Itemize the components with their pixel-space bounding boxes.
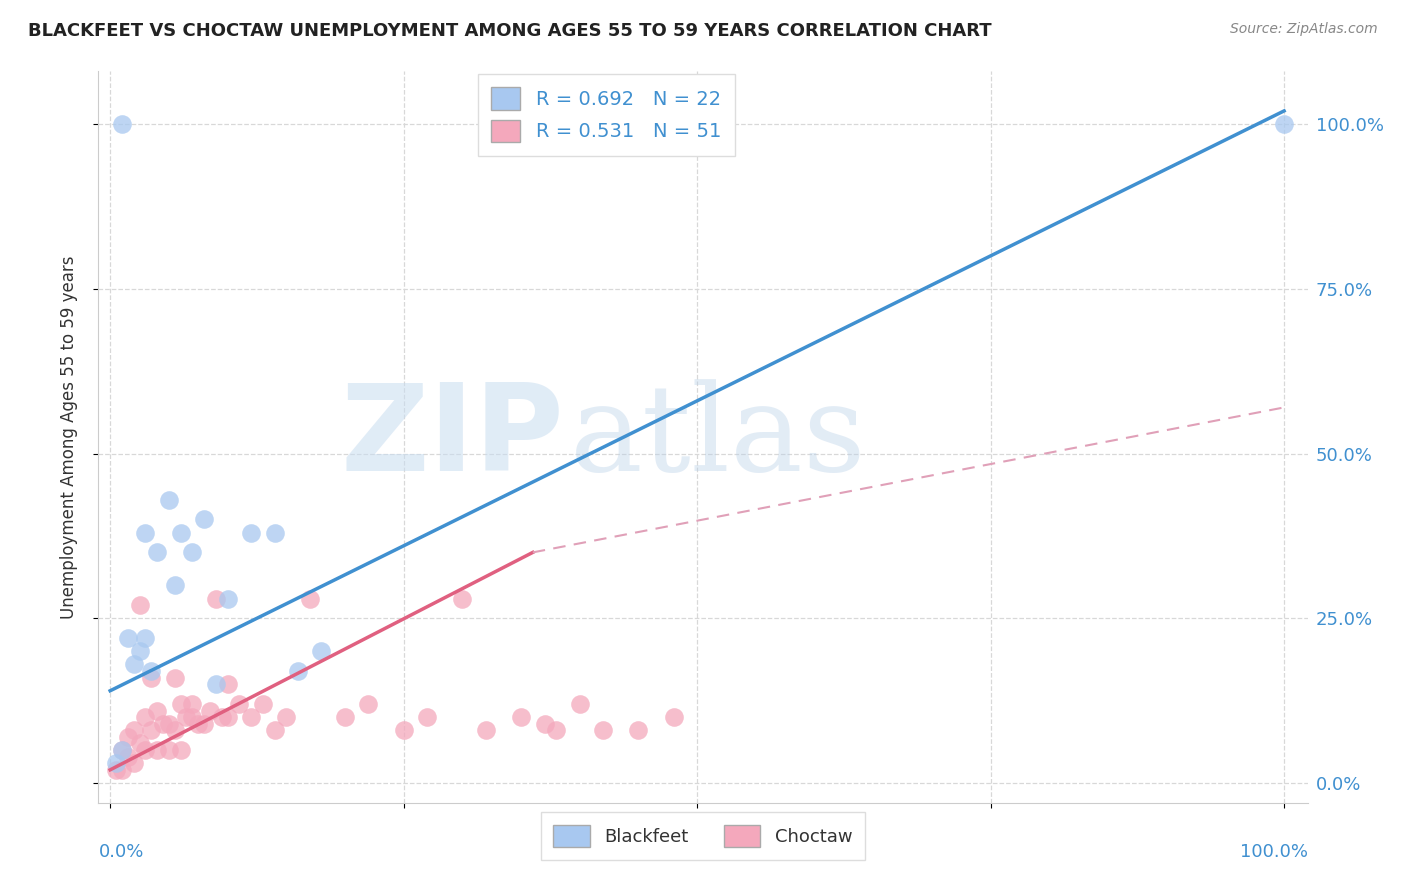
Point: [128, 598, 150, 612]
Point: [217, 591, 239, 606]
Point: [211, 710, 233, 724]
Point: [298, 591, 321, 606]
Point: [128, 737, 150, 751]
Point: [163, 578, 186, 592]
Point: [546, 723, 568, 738]
Text: ZIP: ZIP: [340, 378, 564, 496]
Point: [568, 697, 591, 711]
Point: [311, 644, 333, 658]
Point: [357, 697, 380, 711]
Point: [592, 723, 614, 738]
Point: [533, 716, 555, 731]
Point: [240, 525, 263, 540]
Point: [111, 743, 134, 757]
Point: [105, 763, 128, 777]
Point: [122, 756, 145, 771]
Point: [187, 716, 209, 731]
Point: [451, 591, 474, 606]
Point: [228, 697, 250, 711]
Point: [117, 631, 139, 645]
Y-axis label: Unemployment Among Ages 55 to 59 years: Unemployment Among Ages 55 to 59 years: [59, 255, 77, 619]
Point: [141, 664, 163, 678]
Point: [141, 723, 163, 738]
Point: [510, 710, 533, 724]
Text: atlas: atlas: [569, 378, 866, 496]
Point: [111, 743, 134, 757]
Point: [117, 730, 139, 744]
Point: [193, 512, 215, 526]
Point: [198, 704, 221, 718]
Point: [134, 525, 156, 540]
Text: 100.0%: 100.0%: [1240, 843, 1308, 861]
Point: [157, 743, 180, 757]
Point: [169, 743, 191, 757]
Text: BLACKFEET VS CHOCTAW UNEMPLOYMENT AMONG AGES 55 TO 59 YEARS CORRELATION CHART: BLACKFEET VS CHOCTAW UNEMPLOYMENT AMONG …: [28, 22, 991, 40]
Point: [163, 671, 186, 685]
Point: [217, 710, 239, 724]
Point: [152, 716, 174, 731]
Point: [662, 710, 685, 724]
Point: [392, 723, 415, 738]
Point: [146, 545, 169, 559]
Point: [134, 631, 156, 645]
Point: [157, 716, 180, 731]
Point: [128, 644, 150, 658]
Point: [105, 756, 128, 771]
Point: [276, 710, 298, 724]
Point: [181, 697, 204, 711]
Point: [217, 677, 239, 691]
Point: [263, 723, 285, 738]
Point: [181, 545, 204, 559]
Point: [416, 710, 439, 724]
Legend: Blackfeet, Choctaw: Blackfeet, Choctaw: [541, 813, 865, 860]
Point: [146, 743, 169, 757]
Point: [163, 723, 186, 738]
Point: [122, 657, 145, 672]
Point: [169, 697, 191, 711]
Point: [146, 704, 169, 718]
Point: [141, 671, 163, 685]
Point: [333, 710, 356, 724]
Point: [134, 710, 156, 724]
Text: 0.0%: 0.0%: [98, 843, 143, 861]
Point: [193, 716, 215, 731]
Text: Source: ZipAtlas.com: Source: ZipAtlas.com: [1230, 22, 1378, 37]
Point: [117, 749, 139, 764]
Point: [240, 710, 263, 724]
Point: [111, 763, 134, 777]
Point: [134, 743, 156, 757]
Point: [181, 710, 204, 724]
Point: [176, 710, 198, 724]
Point: [287, 664, 309, 678]
Point: [111, 117, 134, 131]
Point: [263, 525, 285, 540]
Point: [122, 723, 145, 738]
Point: [252, 697, 274, 711]
Point: [475, 723, 498, 738]
Point: [1272, 117, 1295, 131]
Point: [169, 525, 191, 540]
Point: [627, 723, 650, 738]
Point: [204, 677, 226, 691]
Point: [204, 591, 226, 606]
Point: [157, 492, 180, 507]
